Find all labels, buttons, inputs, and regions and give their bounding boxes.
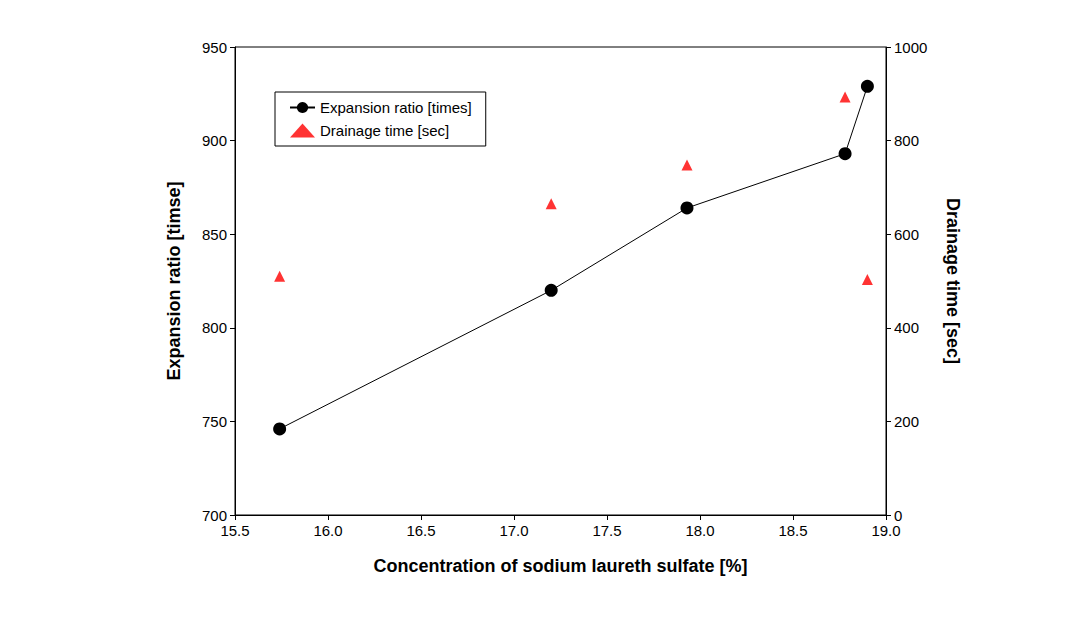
svg-text:950: 950 — [202, 39, 227, 56]
svg-text:700: 700 — [202, 507, 227, 524]
svg-text:900: 900 — [202, 132, 227, 149]
svg-text:16.0: 16.0 — [313, 522, 342, 539]
svg-text:600: 600 — [894, 226, 919, 243]
svg-text:15.5: 15.5 — [220, 522, 249, 539]
svg-text:0: 0 — [894, 507, 902, 524]
svg-text:850: 850 — [202, 226, 227, 243]
svg-text:800: 800 — [202, 319, 227, 336]
svg-text:18.5: 18.5 — [778, 522, 807, 539]
svg-text:17.5: 17.5 — [592, 522, 621, 539]
svg-text:18.0: 18.0 — [685, 522, 714, 539]
svg-text:400: 400 — [894, 319, 919, 336]
svg-text:Expansion ratio [times]: Expansion ratio [times] — [320, 99, 472, 116]
svg-text:750: 750 — [202, 413, 227, 430]
svg-text:800: 800 — [894, 132, 919, 149]
svg-text:Concentration of sodium lauret: Concentration of sodium laureth sulfate … — [373, 556, 747, 576]
svg-text:Expansion ratio [timse]: Expansion ratio [timse] — [164, 181, 184, 380]
svg-text:16.5: 16.5 — [406, 522, 435, 539]
svg-text:200: 200 — [894, 413, 919, 430]
svg-text:Drainage time [sec]: Drainage time [sec] — [943, 198, 963, 364]
svg-text:Drainage time [sec]: Drainage time [sec] — [320, 122, 449, 139]
svg-text:1000: 1000 — [894, 39, 927, 56]
svg-text:19.0: 19.0 — [871, 522, 900, 539]
svg-text:17.0: 17.0 — [499, 522, 528, 539]
